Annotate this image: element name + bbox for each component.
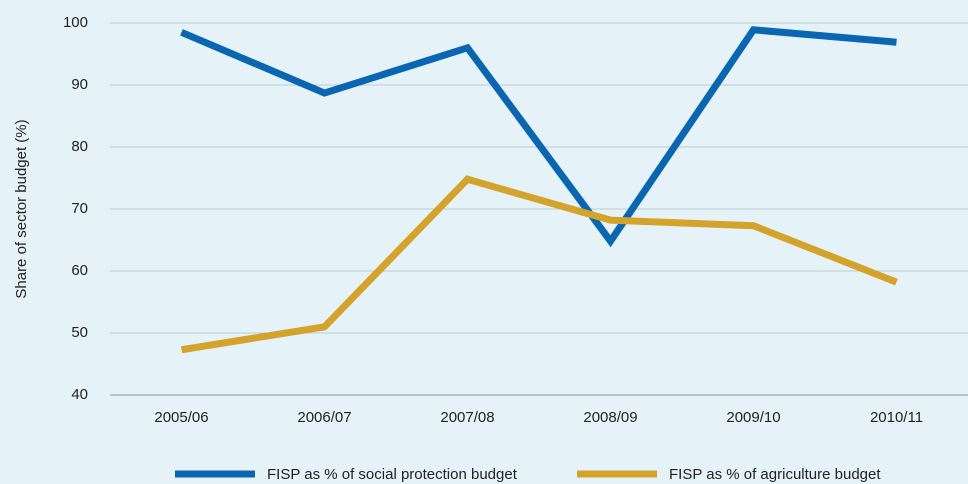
legend-label: FISP as % of social protection budget xyxy=(267,466,518,483)
series-line xyxy=(180,175,898,354)
y-axis-label: Share of sector budget (%) xyxy=(13,119,30,298)
y-tick-label: 100 xyxy=(63,14,88,31)
y-tick-label: 40 xyxy=(71,386,88,403)
x-tick-label: 2010/11 xyxy=(870,409,923,426)
legend-label: FISP as % of agriculture budget xyxy=(669,466,881,483)
x-tick-label: 2008/09 xyxy=(583,409,637,426)
y-tick-label: 90 xyxy=(71,76,88,93)
y-tick-label: 50 xyxy=(71,324,88,341)
x-tick-label: 2006/07 xyxy=(297,409,351,426)
x-tick-label: 2007/08 xyxy=(440,409,494,426)
y-tick-label: 60 xyxy=(71,262,88,279)
y-tick-label: 80 xyxy=(71,138,88,155)
x-tick-label: 2009/10 xyxy=(726,409,780,426)
x-tick-label: 2005/06 xyxy=(154,409,208,426)
y-tick-label: 70 xyxy=(71,200,88,217)
series-line xyxy=(180,26,897,248)
